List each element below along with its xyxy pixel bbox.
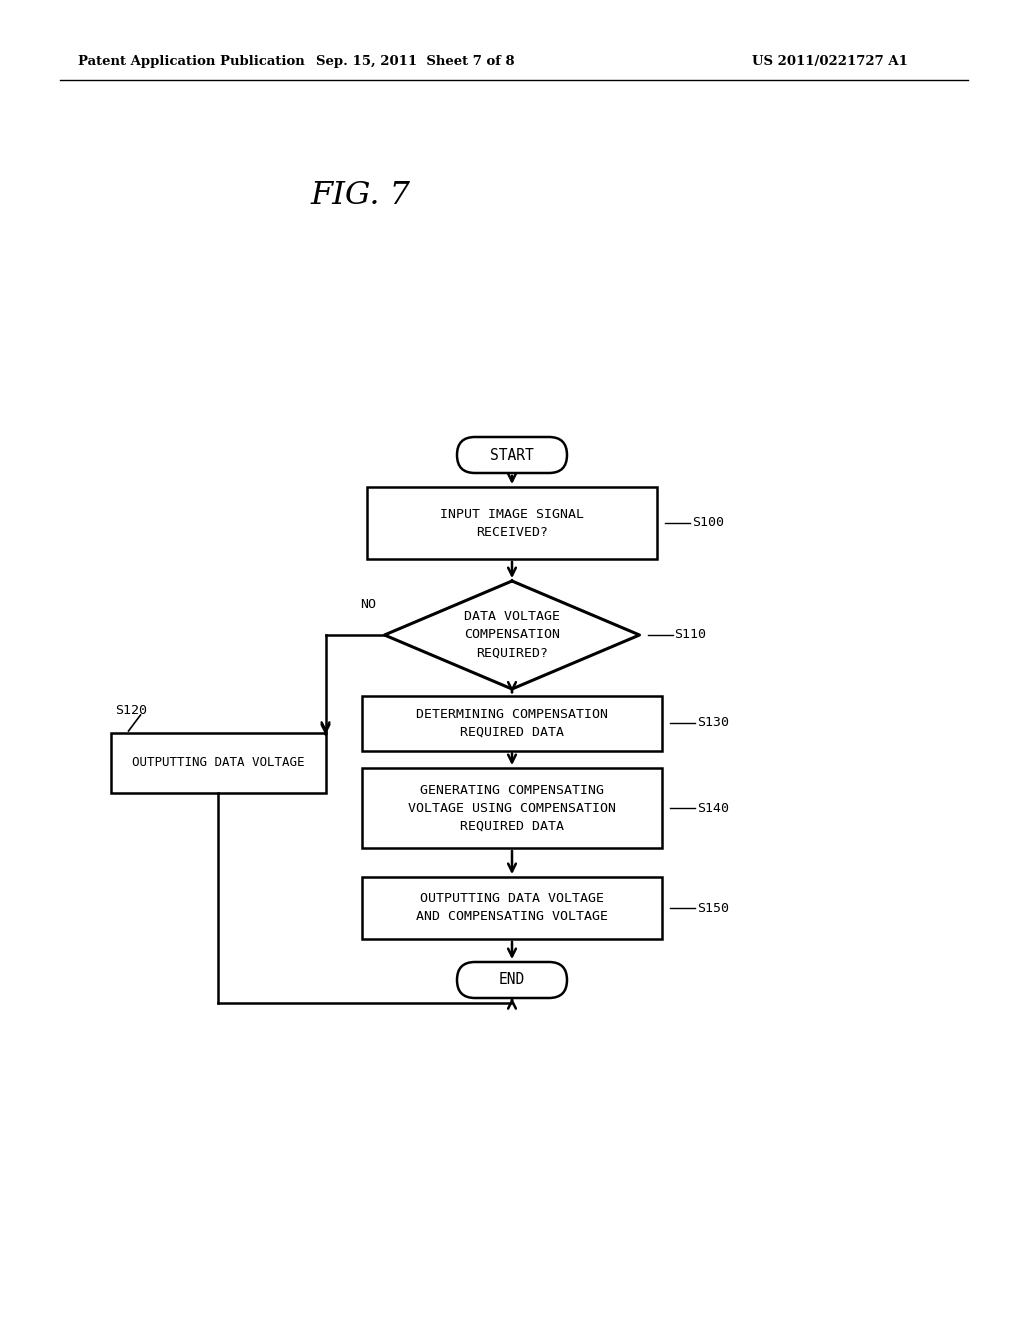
Text: DATA VOLTAGE
COMPENSATION
REQUIRED?: DATA VOLTAGE COMPENSATION REQUIRED? [464, 610, 560, 660]
Text: S100: S100 [692, 516, 724, 529]
Text: INPUT IMAGE SIGNAL
RECEIVED?: INPUT IMAGE SIGNAL RECEIVED? [440, 507, 584, 539]
Text: NO: NO [360, 598, 377, 611]
FancyBboxPatch shape [367, 487, 657, 558]
Text: OUTPUTTING DATA VOLTAGE
AND COMPENSATING VOLTAGE: OUTPUTTING DATA VOLTAGE AND COMPENSATING… [416, 892, 608, 924]
FancyBboxPatch shape [111, 733, 326, 793]
Text: YES: YES [524, 697, 548, 710]
Text: S110: S110 [675, 628, 707, 642]
Text: FIG. 7: FIG. 7 [310, 180, 410, 210]
Text: S140: S140 [697, 801, 729, 814]
Text: OUTPUTTING DATA VOLTAGE: OUTPUTTING DATA VOLTAGE [132, 756, 304, 770]
FancyBboxPatch shape [457, 962, 567, 998]
FancyBboxPatch shape [362, 768, 662, 847]
Text: S130: S130 [697, 717, 729, 730]
Text: Sep. 15, 2011  Sheet 7 of 8: Sep. 15, 2011 Sheet 7 of 8 [315, 55, 514, 69]
Text: END: END [499, 973, 525, 987]
Polygon shape [384, 581, 640, 689]
FancyBboxPatch shape [362, 696, 662, 751]
Text: GENERATING COMPENSATING
VOLTAGE USING COMPENSATION
REQUIRED DATA: GENERATING COMPENSATING VOLTAGE USING CO… [408, 784, 616, 833]
FancyBboxPatch shape [362, 876, 662, 939]
Text: DETERMINING COMPENSATION
REQUIRED DATA: DETERMINING COMPENSATION REQUIRED DATA [416, 708, 608, 738]
Text: US 2011/0221727 A1: US 2011/0221727 A1 [752, 55, 908, 69]
Text: START: START [490, 447, 534, 462]
Text: Patent Application Publication: Patent Application Publication [78, 55, 305, 69]
Text: S120: S120 [116, 705, 147, 718]
Text: S150: S150 [697, 902, 729, 915]
FancyBboxPatch shape [457, 437, 567, 473]
